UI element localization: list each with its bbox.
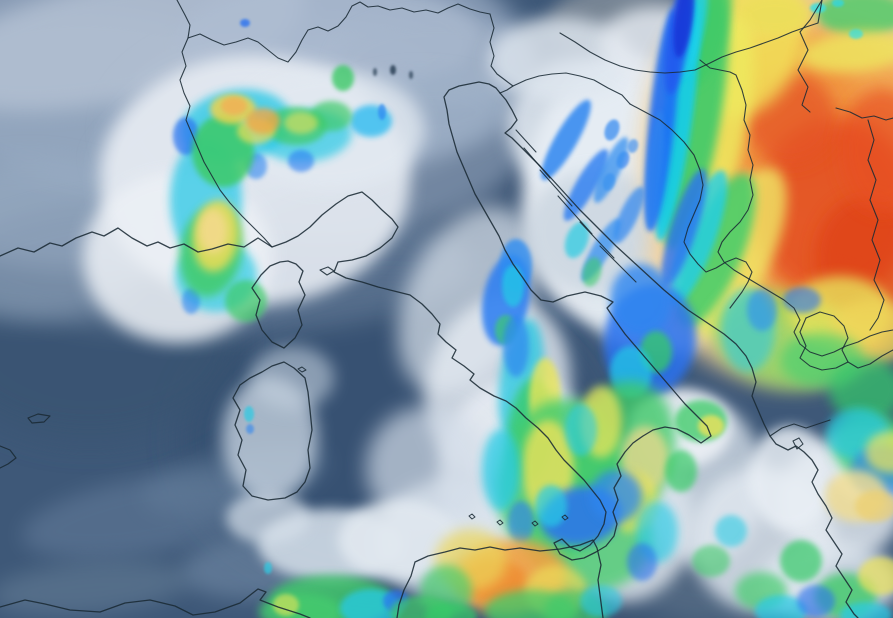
island-corfu [792,437,804,450]
border-croatia-bosnia [629,103,753,309]
island-brac [557,195,593,235]
island-maddalena [297,366,307,373]
border-france-italy [176,0,273,248]
island-pag [523,147,551,179]
coast-sicily [396,539,604,618]
coast-corsica [251,260,306,349]
island-aeolian-2 [496,519,504,526]
border-serbia-north [797,0,823,113]
island-dugi-otok [539,169,573,207]
border-serbia-bulgaria [867,119,885,331]
border-serbia-romania [835,107,893,121]
coast-north-africa [0,588,311,618]
coast-menorca [27,413,51,424]
border-slovenia-croatia [512,72,631,105]
coast-italy-mainland [0,81,712,561]
island-elba [319,266,335,276]
coast-mallorca [0,445,17,469]
island-cres [515,129,537,153]
border-hungary-chain [559,0,823,74]
border-albania-greece [769,419,831,437]
island-aeolian-3 [531,520,539,527]
coast-sardinia [232,361,313,501]
island-aeolian-1 [468,513,476,520]
border-alps-chain [187,1,491,63]
island-hvar [579,221,615,259]
island-korcula [599,245,637,283]
border-italy-slovenia [489,13,514,94]
border-macedonia-north [805,311,893,369]
border-bosnia-serbia [699,59,893,357]
island-aeolian-4 [561,514,569,521]
border-macedonia-south [799,317,849,371]
